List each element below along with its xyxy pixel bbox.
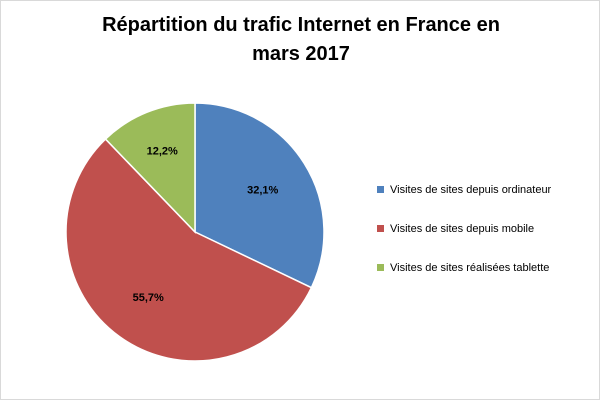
data-label-mobile: 55,7% xyxy=(133,292,164,304)
legend-item-tablette: Visites de sites réalisées tablette xyxy=(377,261,551,274)
legend-item-ordinateur: Visites de sites depuis ordinateur xyxy=(377,183,551,196)
legend-swatch-ordinateur xyxy=(377,186,384,193)
chart-legend: Visites de sites depuis ordinateur Visit… xyxy=(377,183,551,300)
chart-title-line-1: Répartition du trafic Internet en France… xyxy=(102,14,500,36)
pie-slice-tablette xyxy=(104,102,196,234)
data-label-ordinateur: 32,1% xyxy=(247,184,278,196)
chart-title-line-2: mars 2017 xyxy=(252,43,350,65)
pie-slice-mobile xyxy=(65,138,313,362)
legend-label-tablette: Visites de sites réalisées tablette xyxy=(390,261,550,274)
legend-swatch-mobile xyxy=(377,225,384,232)
chart-title: Répartition du trafic Internet en France… xyxy=(61,11,541,69)
legend-label-ordinateur: Visites de sites depuis ordinateur xyxy=(390,183,552,196)
legend-item-mobile: Visites de sites depuis mobile xyxy=(377,222,551,235)
data-label-tablette: 12,2% xyxy=(147,146,178,158)
legend-swatch-tablette xyxy=(377,264,384,271)
pie-slice-ordinateur xyxy=(194,102,325,289)
legend-label-mobile: Visites de sites depuis mobile xyxy=(390,222,535,235)
